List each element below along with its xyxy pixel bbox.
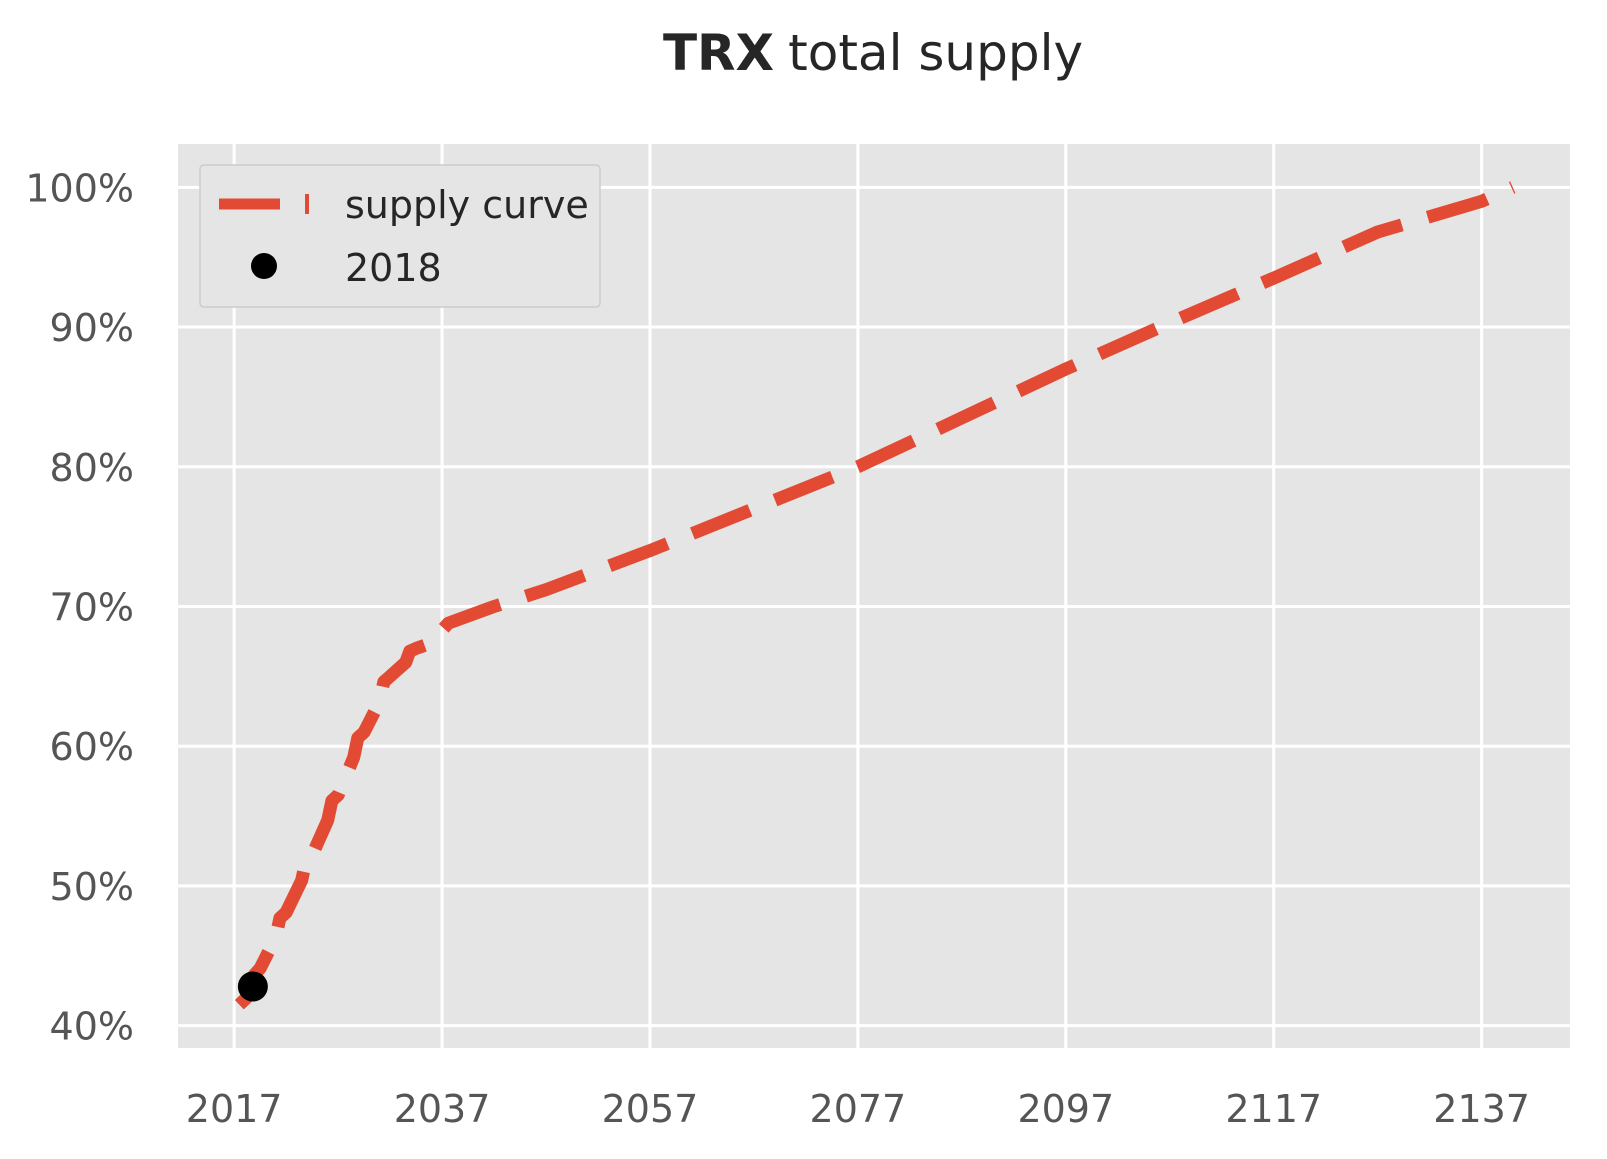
- legend-2018-marker: [251, 253, 277, 279]
- x-tick-labels: 2017 2037 2057 2077 2097 2117 2137: [186, 1087, 1530, 1131]
- legend: supply curve 2018: [199, 164, 601, 308]
- y-tick-label-40: 40%: [50, 1005, 134, 1049]
- supply-curve-line: [234, 181, 1516, 1010]
- legend-box: [199, 164, 601, 308]
- y-tick-label-100: 100%: [25, 166, 134, 210]
- x-tick-label-2037: 2037: [394, 1087, 491, 1131]
- chart-title-rest: total supply: [788, 24, 1083, 82]
- x-tick-label-2017: 2017: [186, 1087, 283, 1131]
- grid-lines: [178, 144, 1570, 1048]
- x-tick-label-2137: 2137: [1433, 1087, 1530, 1131]
- x-tick-label-2117: 2117: [1225, 1087, 1322, 1131]
- y-tick-label-90: 90%: [50, 306, 134, 350]
- marker-point-2018: [237, 971, 268, 1002]
- x-tick-label-2057: 2057: [602, 1087, 699, 1131]
- series-layer: [234, 181, 1516, 1010]
- chart-title: TRX total supply: [663, 24, 1083, 82]
- y-tick-label-60: 60%: [50, 725, 134, 769]
- y-tick-labels: 40% 50% 60% 70% 80% 90% 100%: [25, 166, 134, 1048]
- x-tick-label-2097: 2097: [1017, 1087, 1114, 1131]
- legend-supply-curve-label: supply curve: [345, 183, 589, 227]
- x-tick-label-2077: 2077: [810, 1087, 907, 1131]
- chart-title-bold: TRX: [663, 24, 774, 82]
- legend-2018-label: 2018: [345, 246, 442, 290]
- y-tick-label-80: 80%: [50, 446, 134, 490]
- y-tick-label-50: 50%: [50, 865, 134, 909]
- y-tick-label-70: 70%: [50, 585, 134, 629]
